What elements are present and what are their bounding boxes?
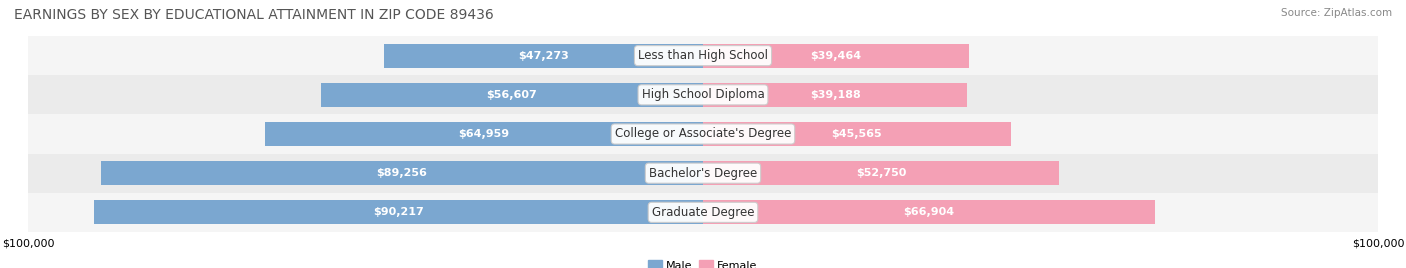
Text: $90,217: $90,217 [373, 207, 425, 217]
Text: $64,959: $64,959 [458, 129, 509, 139]
Text: $39,464: $39,464 [811, 51, 862, 61]
Bar [28, 154, 1378, 193]
Bar [703, 161, 1059, 185]
Bar [28, 193, 1378, 232]
Text: High School Diploma: High School Diploma [641, 88, 765, 101]
Text: $52,750: $52,750 [856, 168, 907, 178]
Bar [28, 36, 1378, 75]
Text: $56,607: $56,607 [486, 90, 537, 100]
Text: College or Associate's Degree: College or Associate's Degree [614, 128, 792, 140]
Bar [703, 200, 1154, 225]
Bar [94, 200, 703, 225]
Text: Bachelor's Degree: Bachelor's Degree [650, 167, 756, 180]
Bar [28, 75, 1378, 114]
Bar [703, 83, 967, 107]
Text: $47,273: $47,273 [517, 51, 569, 61]
Text: $66,904: $66,904 [903, 207, 955, 217]
Bar [703, 43, 969, 68]
Text: EARNINGS BY SEX BY EDUCATIONAL ATTAINMENT IN ZIP CODE 89436: EARNINGS BY SEX BY EDUCATIONAL ATTAINMEN… [14, 8, 494, 22]
Text: $45,565: $45,565 [831, 129, 882, 139]
Bar [321, 83, 703, 107]
Bar [28, 114, 1378, 154]
Text: $89,256: $89,256 [377, 168, 427, 178]
Legend: Male, Female: Male, Female [644, 256, 762, 268]
Text: Graduate Degree: Graduate Degree [652, 206, 754, 219]
Bar [703, 122, 1011, 146]
Bar [264, 122, 703, 146]
Text: Less than High School: Less than High School [638, 49, 768, 62]
Bar [384, 43, 703, 68]
Bar [101, 161, 703, 185]
Text: $39,188: $39,188 [810, 90, 860, 100]
Text: Source: ZipAtlas.com: Source: ZipAtlas.com [1281, 8, 1392, 18]
